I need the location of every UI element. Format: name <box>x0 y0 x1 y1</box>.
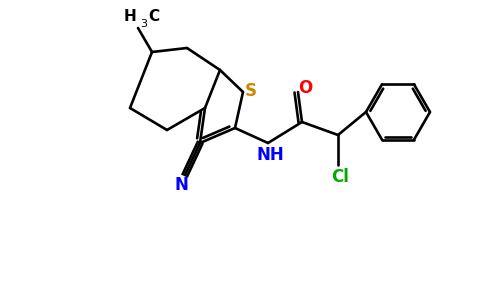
Text: NH: NH <box>256 146 284 164</box>
Text: H: H <box>123 9 136 24</box>
Text: N: N <box>174 176 188 194</box>
Text: S: S <box>245 82 257 100</box>
Text: O: O <box>298 79 312 97</box>
Text: Cl: Cl <box>331 168 349 186</box>
Text: C: C <box>148 9 159 24</box>
Text: 3: 3 <box>140 19 147 29</box>
